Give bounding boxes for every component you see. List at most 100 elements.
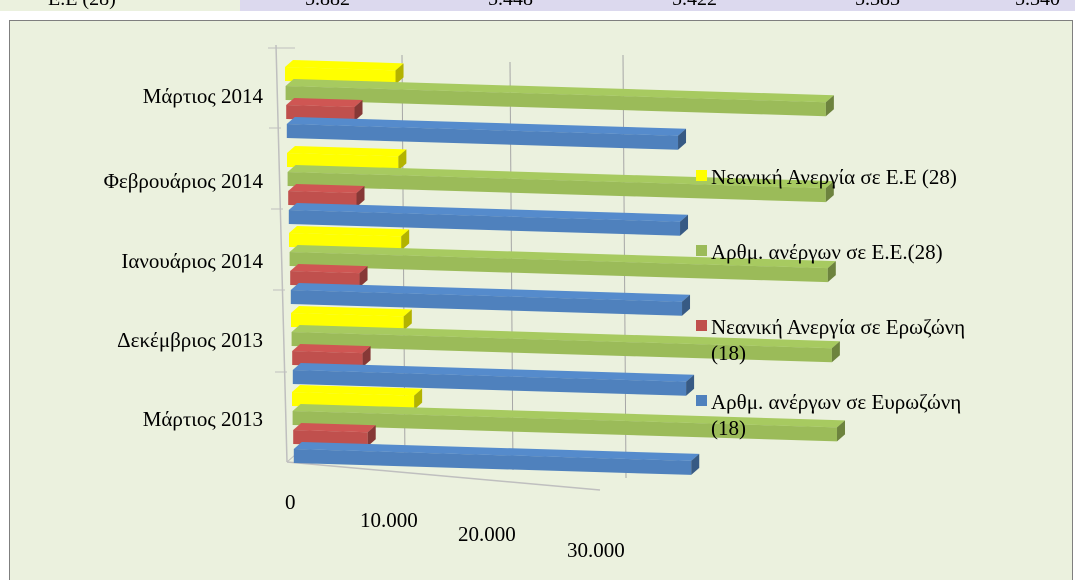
bar-front-face — [286, 124, 679, 150]
category-labels: Μάρτιος 2013 Δεκέμβριος 2013 Ιανουάριος 20… — [104, 84, 264, 431]
bar — [291, 325, 840, 363]
x-tick-label: 30.000 — [567, 538, 625, 562]
bar-front-face — [290, 290, 683, 316]
bar — [290, 283, 691, 316]
legend-label: Αρθμ. ανέργων σε Ευρωζώνη (18) — [711, 390, 961, 440]
bar-top-face — [290, 264, 368, 274]
bar-top-face — [292, 385, 423, 396]
bar-side-face — [401, 229, 410, 251]
bar-top-face — [293, 423, 376, 433]
bar-top-face — [290, 283, 691, 302]
bar-top-face — [287, 146, 407, 157]
legend-label: Αρθμ. ανέργων σε Ε.Ε.(28) — [711, 240, 943, 264]
category-label: Φεβρουάριος 2014 — [104, 169, 264, 193]
bar — [292, 344, 371, 368]
legend-label: Νεανική Ανεργία σε Ερωζώνη (18) — [711, 315, 965, 365]
table-cell-label-bg — [0, 0, 240, 11]
bar — [288, 184, 365, 208]
bar-top-face — [285, 60, 404, 71]
bar-top-face — [293, 442, 700, 461]
bar — [285, 79, 834, 117]
bar-top-face — [291, 325, 840, 349]
bar — [288, 203, 689, 236]
bar-front-face — [288, 210, 681, 236]
category-label: Δεκέμβριος 2013 — [117, 328, 263, 352]
bar-top-face — [292, 404, 846, 428]
bar-top-face — [287, 165, 834, 189]
table-cell-value: 5.383 — [855, 0, 900, 9]
floor-edge — [286, 461, 601, 491]
bar-front-face — [292, 351, 363, 368]
bar-side-face — [825, 95, 834, 117]
bar-top-face — [289, 245, 836, 269]
category-label: Μάρτιος 2013 — [143, 407, 263, 431]
bar-front-face — [293, 430, 368, 447]
bar-side-face — [825, 181, 834, 203]
category-label: Ιανουάριος 2014 — [121, 249, 263, 273]
bar-top-face — [288, 184, 365, 194]
bar-side-face — [398, 149, 407, 171]
legend-swatch — [696, 170, 707, 181]
floor-depth-edge — [286, 454, 296, 463]
table-cell-values-bg — [240, 0, 1075, 11]
legend-swatch — [696, 320, 707, 331]
bar-side-face — [403, 309, 412, 331]
bar-side-face — [414, 388, 423, 410]
table-cell-value: 5.340 — [1015, 0, 1060, 9]
x-tick-label: 10.000 — [360, 508, 418, 532]
bar-front-face — [293, 449, 692, 475]
bar — [286, 117, 687, 150]
bar-top-face — [292, 363, 695, 382]
table-row-label: Ε.Ε (28) — [48, 0, 116, 9]
category-label: Μάρτιος 2014 — [143, 84, 264, 108]
back-wall-edge — [275, 44, 288, 463]
bar-top-face — [292, 344, 371, 354]
bar-side-face — [395, 63, 404, 85]
bar-side-face — [827, 261, 836, 283]
bar-side-face — [356, 186, 365, 208]
legend-label: Νεανική Ανεργία σε Ε.Ε (28) — [711, 165, 957, 189]
bar-side-face — [686, 374, 695, 396]
bar-top-face — [286, 117, 687, 136]
x-tick-labels: 0 10.000 20.000 30.000 — [285, 490, 625, 562]
bar — [287, 165, 834, 203]
bar — [293, 423, 376, 447]
bar — [290, 264, 368, 288]
bar — [292, 363, 695, 396]
bar — [293, 442, 700, 475]
bar-side-face — [354, 100, 363, 122]
legend-swatch — [696, 245, 707, 256]
x-tick-label: 20.000 — [458, 522, 516, 546]
bar-side-face — [682, 294, 691, 316]
bar-top-face — [288, 203, 689, 222]
table-cell-value: 5.448 — [488, 0, 533, 9]
bar-side-face — [837, 420, 846, 442]
table-cell-value: 5.882 — [305, 0, 350, 9]
bar — [286, 98, 363, 122]
bar-top-face — [289, 226, 410, 237]
bar — [292, 404, 846, 442]
chart-legend: Νεανική Ανεργία σε Ε.Ε (28) Αρθμ. ανέργων… — [696, 165, 965, 440]
table-row-eu28: Ε.Ε (28) 5.882 5.448 5.422 5.383 5.340 — [0, 0, 1075, 11]
bar-front-face — [285, 86, 826, 117]
bar-front-face — [287, 172, 826, 203]
bar-front-face — [288, 191, 357, 208]
bar — [289, 245, 836, 283]
bar-front-face — [289, 252, 828, 283]
bar-side-face — [680, 214, 689, 236]
chart-bars — [285, 60, 846, 475]
bar-front-face — [290, 271, 360, 288]
bar-top-face — [291, 306, 412, 317]
table-cell-value: 5.422 — [672, 0, 717, 9]
bar-top-face — [286, 98, 363, 108]
bar-side-face — [691, 453, 700, 475]
bar-side-face — [367, 425, 376, 447]
bar-side-face — [678, 128, 687, 150]
bar-front-face — [292, 411, 838, 442]
bar-front-face — [291, 332, 832, 363]
bar-side-face — [359, 266, 368, 288]
legend-swatch — [696, 395, 707, 406]
bar-top-face — [285, 79, 834, 103]
x-tick-label: 0 — [285, 490, 296, 514]
